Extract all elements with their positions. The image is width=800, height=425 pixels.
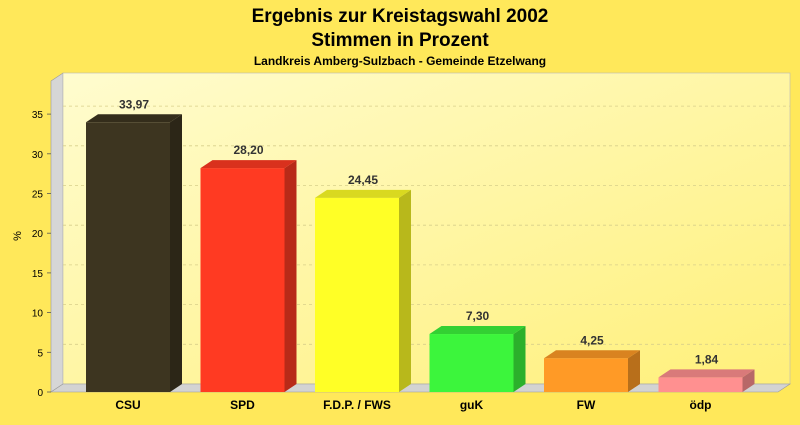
y-tick-label: 20 — [32, 229, 44, 240]
bars — [86, 114, 755, 392]
bar-guk — [429, 326, 526, 392]
y-tick-label: 35 — [32, 110, 44, 121]
bar-front — [658, 377, 743, 392]
chart-subtitle-location: Landkreis Amberg-Sulzbach - Gemeinde Etz… — [254, 54, 546, 68]
x-tick-label: guK — [460, 398, 484, 412]
y-tick-label: 5 — [37, 348, 43, 359]
bar-fw — [544, 350, 640, 392]
value-labels: 33,97 28,20 24,45 7,30 4,25 1,84 — [119, 97, 719, 366]
bar-front — [200, 168, 285, 392]
x-tick-label: SPD — [230, 398, 255, 412]
y-axis-label: % — [12, 231, 24, 241]
bar-side — [513, 326, 526, 392]
bar-side — [284, 160, 297, 392]
plot-frame — [50, 72, 791, 393]
bar-side — [399, 189, 411, 392]
y-tick-label: 25 — [32, 190, 44, 201]
gridlines — [63, 105, 790, 345]
bar-top — [315, 189, 411, 198]
chart-title: Ergebnis zur Kreistagswahl 2002 — [252, 6, 549, 27]
x-tick-label: FW — [577, 398, 596, 412]
bar-side — [170, 114, 182, 392]
plot-back-wall — [62, 72, 791, 385]
x-tick-label: ödp — [690, 398, 712, 412]
bar-front — [429, 334, 514, 392]
bar-csu — [86, 114, 182, 392]
bar-top — [544, 350, 640, 359]
value-label: 4,25 — [580, 333, 604, 347]
value-label: 24,45 — [348, 173, 378, 187]
y-tick-label: 30 — [32, 150, 44, 161]
value-label: 28,20 — [233, 143, 263, 157]
bar-f-d-p-fws — [315, 189, 411, 392]
bar-front — [315, 197, 399, 392]
value-label: 7,30 — [466, 309, 490, 323]
bar-side — [742, 369, 755, 392]
x-axis-categories: CSU SPD F.D.P. / FWS guK FW ödp — [115, 398, 711, 412]
bar-top — [200, 160, 297, 169]
y-tick-label: 10 — [32, 309, 44, 320]
bar--dp — [658, 369, 755, 392]
value-label: 1,84 — [695, 352, 719, 366]
value-label: 33,97 — [119, 97, 149, 111]
bar-front — [86, 122, 170, 392]
x-tick-label: F.D.P. / FWS — [323, 398, 391, 412]
bar-side — [628, 350, 640, 392]
y-tick-label: 0 — [37, 388, 43, 399]
y-tick-label: 15 — [32, 269, 44, 280]
y-axis: 0 5 10 15 20 25 30 35 — [32, 110, 51, 399]
plot-left-wall — [50, 72, 64, 393]
chart-subtitle: Stimmen in Prozent — [311, 30, 489, 51]
bar-top — [429, 326, 526, 335]
x-tick-label: CSU — [115, 398, 140, 412]
bar-spd — [200, 160, 297, 392]
bar-top — [658, 369, 755, 378]
bar-top — [86, 114, 182, 123]
bar-front — [544, 358, 628, 392]
